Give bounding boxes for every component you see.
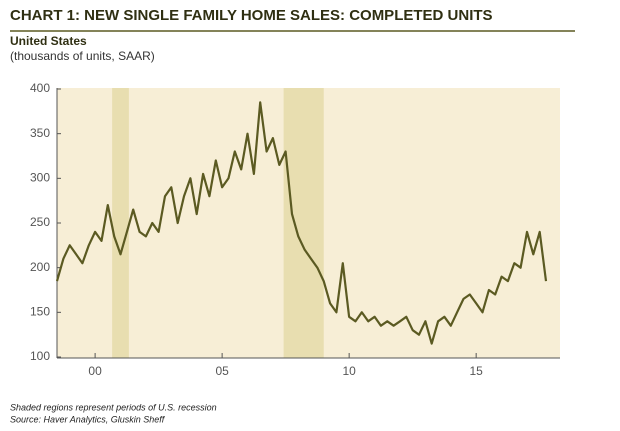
y-tick-label: 200 — [30, 260, 50, 274]
x-tick-label: 05 — [215, 364, 229, 378]
y-tick-label: 250 — [30, 215, 50, 229]
source: Source: Haver Analytics, Gluskin Sheff — [10, 414, 166, 424]
y-tick-label: 300 — [30, 171, 50, 185]
y-tick-label: 350 — [30, 126, 50, 140]
subtitle: United States — [10, 34, 87, 48]
x-tick-label: 10 — [342, 364, 356, 378]
y-tick-label: 100 — [30, 349, 50, 363]
series-line — [55, 101, 548, 345]
note: Shaded regions represent periods of U.S.… — [10, 402, 217, 412]
units-label: (thousands of units, SAAR) — [10, 49, 155, 63]
chart-title: CHART 1: NEW SINGLE FAMILY HOME SALES: C… — [10, 7, 493, 24]
recession-band — [283, 88, 324, 358]
x-tick-label: 15 — [469, 364, 483, 378]
recession-band — [112, 88, 129, 358]
y-tick-label: 400 — [30, 81, 50, 95]
y-tick-label: 150 — [30, 305, 50, 319]
x-tick-label: 00 — [88, 364, 102, 378]
